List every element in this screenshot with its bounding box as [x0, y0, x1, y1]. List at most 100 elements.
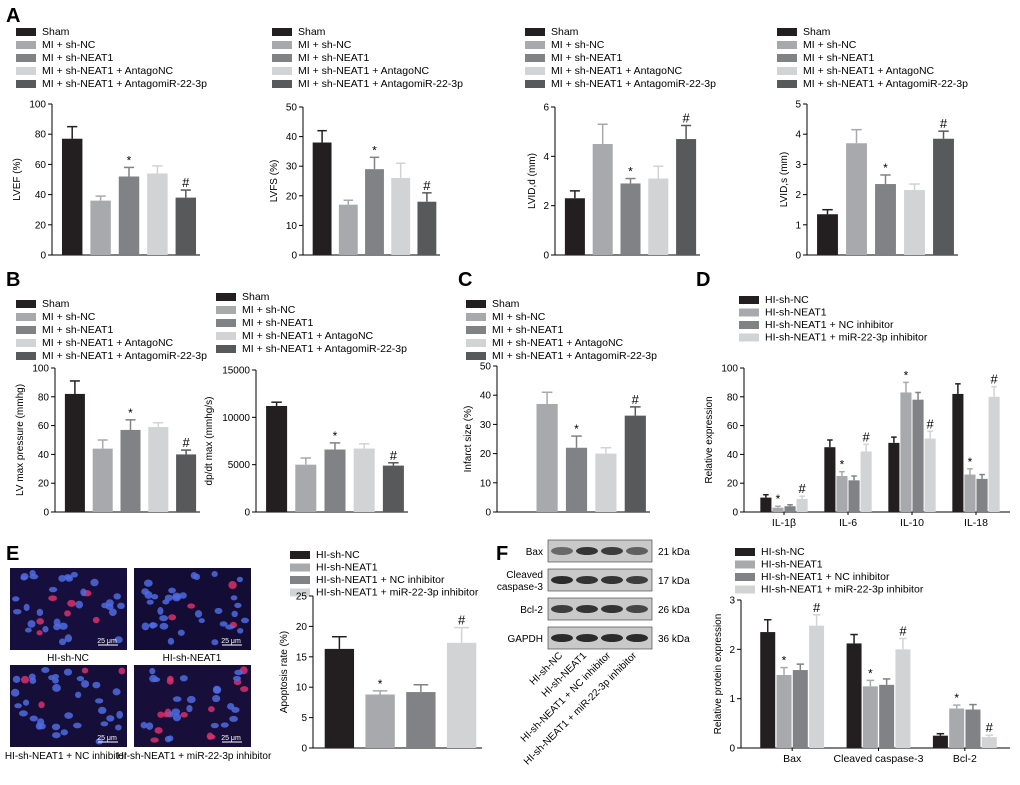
cell-nucleus [64, 712, 74, 719]
cell-nucleus [198, 618, 205, 624]
bar [862, 686, 878, 748]
legend-label: MI + sh-NC [551, 39, 605, 51]
legend-label: HI-sh-NEAT1 + NC inhibitor [316, 574, 445, 586]
bar [61, 138, 83, 255]
scale-bar-label: 25 μm [97, 638, 117, 645]
blot-band [626, 576, 648, 584]
legend-swatch [735, 573, 755, 581]
blot-strip-bax [547, 539, 653, 563]
cell-nucleus [207, 734, 216, 740]
legend-label: HI-sh-NEAT1 + miR-22-3p inhibitor [765, 332, 928, 344]
bar [648, 178, 669, 255]
bar [796, 499, 808, 512]
significance-marker: # [986, 720, 994, 735]
y-tick-label: 1 [795, 220, 801, 231]
bar [64, 393, 85, 512]
cell-nucleus [228, 581, 237, 590]
significance-marker: # [632, 392, 640, 407]
cell-nucleus [20, 675, 30, 684]
blot-label-caspase3: Cleaved caspase-3 [497, 570, 544, 593]
micrograph-caption: HI-sh-NEAT1 [163, 653, 222, 664]
cell-nucleus [63, 668, 72, 676]
cell-nucleus [145, 722, 154, 730]
bar [295, 464, 317, 512]
legend-label: MI + sh-NEAT1 + AntagomiR-22-3p [298, 78, 463, 90]
micrograph-caption: HI-sh-NEAT1 + miR-22-3p inhibitor [117, 751, 272, 762]
legend-swatch [272, 54, 292, 62]
bar [846, 643, 862, 748]
y-tick-label: 50 [480, 362, 492, 373]
y-tick-label: 30 [286, 162, 298, 173]
cell-nucleus [36, 630, 43, 636]
scale-bar-label: 25 μm [97, 735, 117, 742]
cell-nucleus [211, 639, 219, 646]
legend-swatch [777, 80, 797, 88]
legend-label: Sham [298, 26, 326, 38]
bar [176, 454, 197, 512]
legend-swatch [739, 308, 759, 317]
cell-nucleus [230, 595, 238, 601]
bar [324, 648, 355, 748]
y-tick-label: 2 [543, 201, 549, 212]
y-tick-label: 20 [727, 479, 739, 490]
cell-nucleus [92, 681, 101, 689]
cell-nucleus [231, 610, 238, 618]
cell-nucleus [38, 701, 45, 709]
legend-swatch [735, 560, 755, 569]
significance-marker: * [776, 492, 781, 506]
cell-nucleus [20, 575, 28, 581]
y-tick-label: 40 [38, 450, 50, 461]
cell-nucleus [186, 695, 196, 704]
bar [772, 507, 784, 512]
legend-swatch [272, 28, 292, 36]
y-axis-label: dp/dt max (mmhg/s) [204, 397, 215, 486]
bar [784, 506, 796, 512]
cell-nucleus [22, 699, 30, 706]
cell-nucleus [108, 608, 117, 616]
y-tick-label: 25 [296, 592, 308, 603]
y-tick-label: 0 [40, 251, 46, 262]
y-tick-label: 2 [729, 645, 735, 656]
cell-nucleus [194, 610, 203, 618]
y-axis-label: Relative expression [704, 396, 715, 483]
cell-nucleus [76, 675, 85, 682]
legend-label: MI + sh-NEAT1 + AntagoNC [42, 65, 174, 77]
panel-label-d: D [696, 269, 710, 291]
y-axis-label: LVID,s (mm) [779, 152, 790, 207]
cell-nucleus [157, 607, 164, 615]
cell-nucleus [240, 617, 249, 624]
bar [817, 214, 838, 255]
bar [312, 142, 332, 255]
legend-swatch [735, 548, 755, 556]
bar [417, 201, 437, 255]
bar [266, 405, 288, 512]
significance-marker: # [899, 623, 907, 638]
cell-nucleus [64, 634, 73, 643]
cell-nucleus [163, 711, 170, 718]
cell-nucleus [177, 629, 185, 636]
legend-swatch [216, 306, 236, 314]
y-tick-label: 100 [29, 100, 46, 111]
cell-nucleus [229, 715, 238, 722]
y-tick-label: 30 [480, 420, 492, 431]
bar [382, 465, 404, 512]
y-axis-label: Relative protein expression [713, 614, 724, 735]
cell-nucleus [149, 667, 156, 675]
bar [875, 184, 896, 255]
cell-nucleus [172, 713, 182, 722]
significance-marker: * [782, 654, 787, 668]
cell-nucleus [81, 667, 89, 674]
cell-nucleus [23, 603, 30, 612]
significance-marker: * [628, 165, 633, 179]
legend-label: MI + sh-NEAT1 [42, 324, 113, 336]
legend-swatch [525, 80, 545, 88]
blot-band [576, 605, 598, 613]
blot-label-gapdh: GAPDH [507, 634, 543, 645]
legend-label: MI + sh-NEAT1 + AntagomiR-22-3p [803, 78, 968, 90]
legend-swatch [735, 585, 755, 594]
legend-label: MI + sh-NEAT1 [298, 52, 369, 64]
y-tick-label: 5000 [228, 460, 251, 471]
y-tick-label: 50 [286, 103, 298, 114]
significance-marker: * [378, 677, 383, 691]
y-tick-label: 0 [291, 251, 297, 262]
